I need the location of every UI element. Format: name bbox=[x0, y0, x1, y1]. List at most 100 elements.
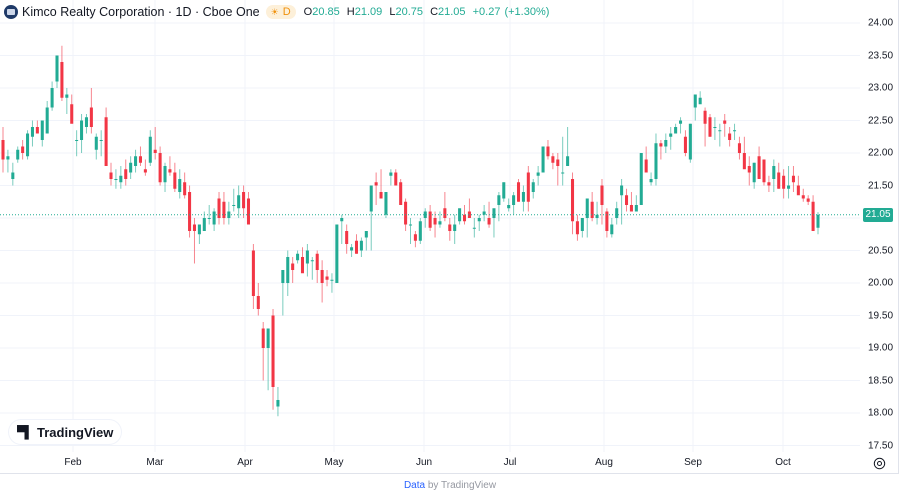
candle bbox=[507, 198, 511, 212]
candle bbox=[138, 146, 142, 166]
candle bbox=[610, 218, 614, 238]
price-tick-label: 19.00 bbox=[868, 342, 894, 354]
candle bbox=[521, 185, 525, 212]
market-status-text: D bbox=[282, 6, 291, 18]
candle bbox=[45, 101, 49, 134]
candle bbox=[394, 169, 398, 186]
candle bbox=[124, 159, 128, 186]
price-tick-label: 23.00 bbox=[868, 82, 894, 94]
symbol-logo-icon bbox=[4, 5, 18, 19]
price-tick-label: 23.50 bbox=[868, 50, 894, 61]
candle bbox=[801, 188, 805, 202]
low-label: L bbox=[389, 6, 396, 18]
change-percent: (+1.30%) bbox=[504, 6, 550, 18]
market-status-badge[interactable]: ☀ D bbox=[265, 5, 296, 19]
candle bbox=[21, 140, 25, 160]
candle bbox=[413, 231, 417, 248]
candle bbox=[472, 218, 476, 238]
candle bbox=[531, 179, 535, 199]
chart-frame: Kimco Realty Corporation · 1D · Cboe One… bbox=[0, 0, 899, 474]
candle bbox=[246, 192, 251, 225]
candle bbox=[173, 162, 177, 192]
candle bbox=[605, 208, 609, 238]
tradingview-logo[interactable]: ▀▌ TradingView bbox=[9, 420, 122, 444]
candle bbox=[492, 208, 496, 238]
candle bbox=[679, 117, 683, 134]
data-link[interactable]: Data bbox=[403, 480, 426, 491]
price-tick-label: 20.50 bbox=[868, 245, 894, 256]
candle bbox=[512, 192, 516, 215]
candle bbox=[688, 123, 692, 163]
candle bbox=[354, 234, 359, 254]
high-label: H bbox=[346, 6, 355, 18]
candle bbox=[566, 127, 570, 166]
high-value: 21.09 bbox=[354, 6, 383, 18]
candle bbox=[251, 244, 255, 309]
candle bbox=[600, 179, 604, 225]
candle bbox=[50, 81, 54, 111]
candle bbox=[634, 195, 638, 212]
plot-canvas[interactable] bbox=[0, 0, 860, 452]
candle bbox=[350, 244, 354, 257]
time-tick-label: Jun bbox=[415, 457, 433, 468]
candle bbox=[281, 270, 285, 316]
candle bbox=[256, 283, 260, 316]
symbol-title[interactable]: Kimco Realty Corporation · 1D · Cboe One bbox=[22, 5, 260, 19]
candle bbox=[791, 166, 795, 192]
candle bbox=[742, 136, 746, 170]
candle bbox=[698, 91, 702, 105]
candle bbox=[84, 114, 88, 134]
candle bbox=[129, 156, 133, 179]
candle bbox=[315, 250, 319, 283]
candle bbox=[286, 250, 290, 296]
low-value: 20.75 bbox=[395, 6, 423, 18]
candle bbox=[94, 133, 98, 160]
candle bbox=[389, 169, 393, 186]
candle bbox=[261, 322, 265, 381]
price-tick-label: 20.00 bbox=[868, 277, 894, 289]
candle bbox=[26, 130, 30, 160]
open-label: O bbox=[303, 6, 313, 18]
candle bbox=[168, 156, 172, 176]
candle bbox=[192, 218, 196, 264]
attribution-footer: Data by TradingView bbox=[0, 480, 900, 491]
candle bbox=[782, 169, 786, 199]
candle bbox=[163, 162, 167, 192]
candle bbox=[212, 208, 216, 231]
candle bbox=[335, 224, 339, 283]
settings-gear-icon[interactable] bbox=[873, 457, 886, 470]
symbol-legend: Kimco Realty Corporation · 1D · Cboe One… bbox=[4, 4, 553, 20]
price-axis[interactable]: 24.0023.5023.0022.5022.0021.5021.0020.50… bbox=[860, 0, 899, 452]
candle bbox=[482, 205, 486, 222]
candle bbox=[723, 114, 727, 137]
price-tick-label: 18.50 bbox=[868, 375, 894, 386]
candle bbox=[713, 117, 717, 140]
time-tick-label: Jul bbox=[503, 457, 517, 468]
time-tick-label: Aug bbox=[595, 457, 613, 468]
time-axis[interactable]: Feb Mar Apr May Jun Jul Aug Sep Oct bbox=[0, 452, 860, 473]
candle bbox=[345, 224, 349, 254]
candle bbox=[104, 107, 108, 166]
candle bbox=[787, 166, 791, 199]
candle bbox=[659, 140, 663, 160]
candle bbox=[80, 114, 84, 153]
candle bbox=[796, 175, 800, 196]
candle bbox=[703, 107, 707, 147]
candle bbox=[737, 136, 741, 160]
candle bbox=[654, 133, 658, 186]
candlestick-plot[interactable] bbox=[0, 0, 860, 452]
attribution-text: by TradingView bbox=[425, 480, 497, 491]
candle bbox=[325, 270, 329, 287]
candle bbox=[207, 205, 211, 225]
candle bbox=[811, 195, 815, 231]
candle bbox=[615, 201, 619, 225]
candle bbox=[291, 257, 295, 283]
candle bbox=[222, 192, 226, 225]
candle bbox=[453, 214, 457, 244]
candle bbox=[575, 214, 579, 241]
last-price-tag: 21.05 bbox=[863, 207, 893, 222]
candle bbox=[423, 208, 427, 228]
candle bbox=[438, 211, 442, 228]
candle bbox=[458, 208, 462, 225]
candle bbox=[369, 185, 373, 251]
